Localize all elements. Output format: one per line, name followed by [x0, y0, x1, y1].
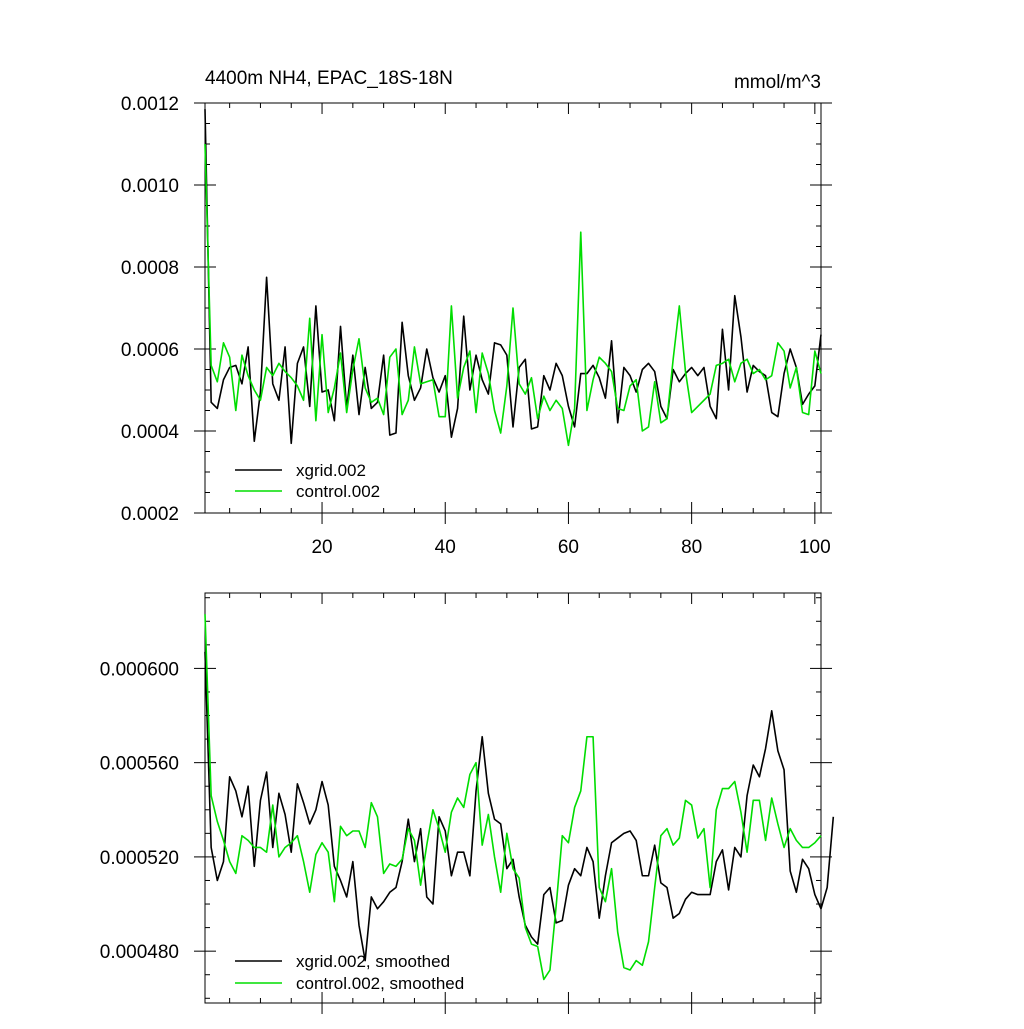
plot-frame — [204, 592, 822, 1004]
x-tick-label: 60 — [558, 537, 579, 558]
panel-top: 4400m NH4, EPAC_18S-18N mmol/m^3 0.00020… — [121, 68, 832, 558]
legend: xgrid.002, smoothed control.002, smoothe… — [235, 952, 464, 993]
y-tick-label: 0.0012 — [121, 94, 179, 115]
y-tick-label: 0.000560 — [100, 754, 179, 775]
y-axis: 0.000480 0.000520 0.000560 0.000600 — [100, 597, 832, 999]
series-lines — [204, 109, 822, 447]
y-tick-label: 0.0002 — [121, 504, 179, 525]
legend-label-control: control.002 — [296, 482, 380, 501]
y-tick-label: 0.0006 — [121, 340, 179, 361]
x-axis: 20 40 60 80 100 — [229, 103, 831, 558]
y-tick-label: 0.000600 — [100, 659, 179, 680]
series-line-control — [204, 614, 822, 981]
legend-label-xgrid-smoothed: xgrid.002, smoothed — [296, 952, 450, 971]
legend-label-control-smoothed: control.002, smoothed — [296, 974, 464, 993]
series-lines — [204, 614, 835, 981]
y-axis: 0.0002 0.0004 0.0006 0.0008 0.0010 0.0012 — [121, 94, 832, 525]
legend-label-xgrid: xgrid.002 — [296, 461, 366, 480]
y-tick-label: 0.0008 — [121, 258, 179, 279]
series-line-xgrid — [204, 651, 835, 962]
x-tick-label: 100 — [799, 537, 831, 558]
x-tick-label: 20 — [311, 537, 332, 558]
series-line-control — [204, 143, 822, 447]
x-axis — [229, 593, 816, 1014]
legend: xgrid.002 control.002 — [235, 461, 380, 501]
y-tick-label: 0.000480 — [100, 942, 179, 963]
series-line-xgrid — [204, 109, 822, 445]
panel-bottom: 0.000480 0.000520 0.000560 0.000600 xgrid.0… — [100, 592, 835, 1014]
y-tick-label: 0.000520 — [100, 848, 179, 869]
y-tick-label: 0.0010 — [121, 176, 179, 197]
units-label: mmol/m^3 — [734, 72, 821, 93]
x-tick-label: 80 — [681, 537, 702, 558]
chart-title: 4400m NH4, EPAC_18S-18N — [205, 68, 453, 89]
x-tick-label: 40 — [435, 537, 456, 558]
y-tick-label: 0.0004 — [121, 422, 180, 443]
